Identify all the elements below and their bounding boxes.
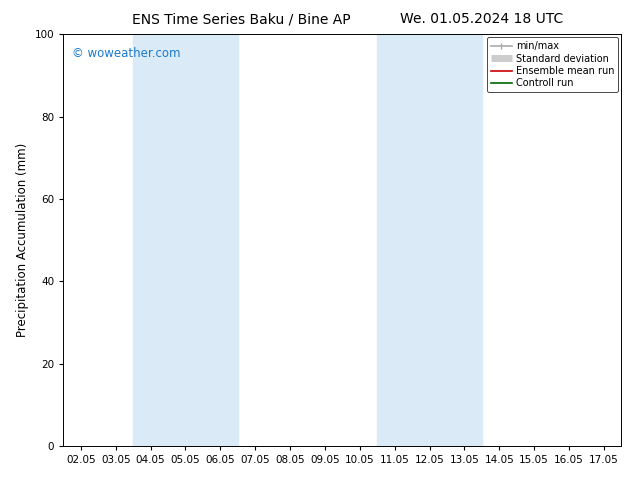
- Text: We. 01.05.2024 18 UTC: We. 01.05.2024 18 UTC: [400, 12, 564, 26]
- Bar: [133, 34, 238, 446]
- Text: © woweather.com: © woweather.com: [72, 47, 180, 60]
- Text: ENS Time Series Baku / Bine AP: ENS Time Series Baku / Bine AP: [132, 12, 350, 26]
- Bar: [377, 34, 482, 446]
- Y-axis label: Precipitation Accumulation (mm): Precipitation Accumulation (mm): [16, 143, 29, 337]
- Legend: min/max, Standard deviation, Ensemble mean run, Controll run: min/max, Standard deviation, Ensemble me…: [487, 37, 618, 92]
